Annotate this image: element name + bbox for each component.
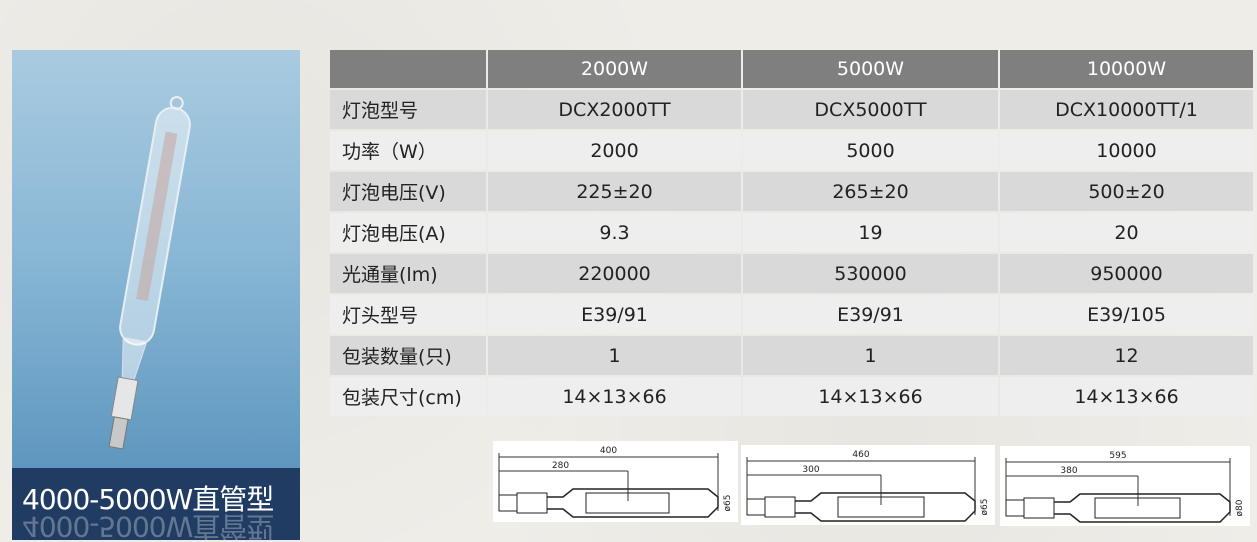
dimension-diameter: ø65 xyxy=(980,499,990,516)
value-cell: 12 xyxy=(1000,336,1253,375)
table-row: 包装尺寸(cm) 14×13×66 14×13×66 14×13×66 xyxy=(330,377,1253,416)
dimension-arc: 380 xyxy=(1060,466,1077,476)
value-cell: 19 xyxy=(743,213,998,252)
value-cell: 14×13×66 xyxy=(743,377,998,416)
dimension-drawing-2000w: 400 280 ø65 xyxy=(493,441,738,522)
label-cell: 光通量(lm) xyxy=(330,254,486,293)
dimension-length: 460 xyxy=(852,450,869,460)
value-cell: 500±20 xyxy=(1000,172,1253,211)
value-cell: 20 xyxy=(1000,213,1253,252)
table-row: 灯泡电压(A) 9.3 19 20 xyxy=(330,213,1253,252)
label-cell: 灯泡电压(A) xyxy=(330,213,486,252)
header-cell: 5000W xyxy=(743,50,998,88)
value-cell: 14×13×66 xyxy=(1000,377,1253,416)
value-cell: DCX10000TT/1 xyxy=(1000,90,1253,129)
bulb-image xyxy=(108,96,191,450)
value-cell: E39/91 xyxy=(488,295,741,334)
value-cell: 2000 xyxy=(488,131,741,170)
value-cell: 1 xyxy=(488,336,741,375)
caption-reflection: 4000-5000W直管型 xyxy=(22,510,274,540)
value-cell: 225±20 xyxy=(488,172,741,211)
table-header: 2000W 5000W 10000W xyxy=(330,50,1253,88)
dimension-arc: 300 xyxy=(802,465,819,475)
dimension-diameter: ø65 xyxy=(723,495,733,512)
table-row: 包装数量(只) 1 1 12 xyxy=(330,336,1253,375)
value-cell: DCX5000TT xyxy=(743,90,998,129)
value-cell: DCX2000TT xyxy=(488,90,741,129)
table-row: 功率（W） 2000 5000 10000 xyxy=(330,131,1253,170)
dimension-length: 595 xyxy=(1109,451,1126,461)
dimension-length: 400 xyxy=(600,446,617,456)
dimension-diameter: ø80 xyxy=(1235,499,1245,516)
spec-table: 2000W 5000W 10000W 灯泡型号 DCX2000TT DCX5000T… xyxy=(328,48,1255,418)
table-row: 灯泡电压(V) 225±20 265±20 500±20 xyxy=(330,172,1253,211)
lamp-photo: 4000-5000W直管型 4000-5000W直管型 xyxy=(12,50,300,540)
value-cell: 220000 xyxy=(488,254,741,293)
dimension-arc: 280 xyxy=(552,461,569,471)
label-cell: 灯头型号 xyxy=(330,295,486,334)
photo-caption: 4000-5000W直管型 4000-5000W直管型 xyxy=(12,468,300,540)
value-cell: 1 xyxy=(743,336,998,375)
dimension-drawing-5000w: 460 300 ø65 xyxy=(741,445,995,525)
caption-text: 4000-5000W直管型 xyxy=(22,483,274,516)
value-cell: 14×13×66 xyxy=(488,377,741,416)
label-cell: 灯泡型号 xyxy=(330,90,486,129)
table-row: 灯泡型号 DCX2000TT DCX5000TT DCX10000TT/1 xyxy=(330,90,1253,129)
label-cell: 包装数量(只) xyxy=(330,336,486,375)
value-cell: 950000 xyxy=(1000,254,1253,293)
value-cell: 5000 xyxy=(743,131,998,170)
value-cell: 265±20 xyxy=(743,172,998,211)
header-cell: 10000W xyxy=(1000,50,1253,88)
header-cell xyxy=(330,50,486,88)
label-cell: 包装尺寸(cm) xyxy=(330,377,486,416)
header-cell: 2000W xyxy=(488,50,741,88)
dimension-drawing-10000w: 595 380 ø80 xyxy=(1000,446,1250,526)
label-cell: 功率（W） xyxy=(330,131,486,170)
value-cell: 10000 xyxy=(1000,131,1253,170)
table-row: 灯头型号 E39/91 E39/91 E39/105 xyxy=(330,295,1253,334)
value-cell: E39/91 xyxy=(743,295,998,334)
table-row: 光通量(lm) 220000 530000 950000 xyxy=(330,254,1253,293)
value-cell: E39/105 xyxy=(1000,295,1253,334)
value-cell: 530000 xyxy=(743,254,998,293)
value-cell: 9.3 xyxy=(488,213,741,252)
label-cell: 灯泡电压(V) xyxy=(330,172,486,211)
